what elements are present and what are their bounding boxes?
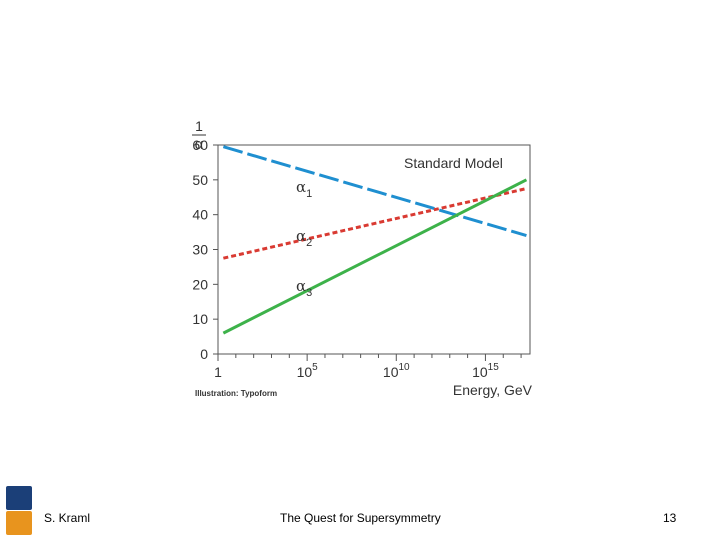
y-tick-label: 40 — [192, 207, 208, 223]
x-tick-label: 1015 — [472, 362, 499, 380]
institute-logo-icon — [6, 486, 32, 510]
y-tick-label: 60 — [192, 137, 208, 153]
chart: 0 10 20 30 40 50 60 1 105 1010 1015 1 α Standard Mode… — [192, 118, 533, 398]
x-tick-label: 1 — [214, 364, 222, 380]
series-label-α3: α3 — [296, 277, 312, 299]
y-axis-label-numerator: 1 — [195, 118, 203, 134]
y-tick-label: 10 — [192, 311, 208, 327]
series-label-α1: α1 — [296, 178, 312, 200]
y-tick-label: 50 — [192, 172, 208, 188]
institute-logo-lower-icon — [6, 511, 32, 535]
footer-title: The Quest for Supersymmetry — [280, 511, 441, 525]
plot-inner-title: Standard Model — [404, 155, 503, 171]
y-tick-label: 0 — [200, 346, 208, 362]
footer-author: S. Kraml — [44, 511, 91, 525]
footer-page-number: 13 — [663, 511, 677, 525]
series-line-α2 — [223, 187, 527, 260]
y-axis-label-denominator: α — [195, 136, 204, 153]
illustration-credit: Illustration: Typoform — [195, 389, 277, 398]
series-line-α1 — [222, 145, 527, 238]
x-axis-label: Energy, GeV — [453, 382, 533, 398]
y-tick-label: 20 — [192, 276, 208, 292]
x-tick-label: 105 — [297, 362, 319, 380]
series-line-α3 — [222, 178, 528, 335]
series-label-α2: α2 — [296, 227, 312, 249]
y-tick-label: 30 — [192, 242, 208, 258]
x-tick-label: 1010 — [383, 362, 410, 380]
